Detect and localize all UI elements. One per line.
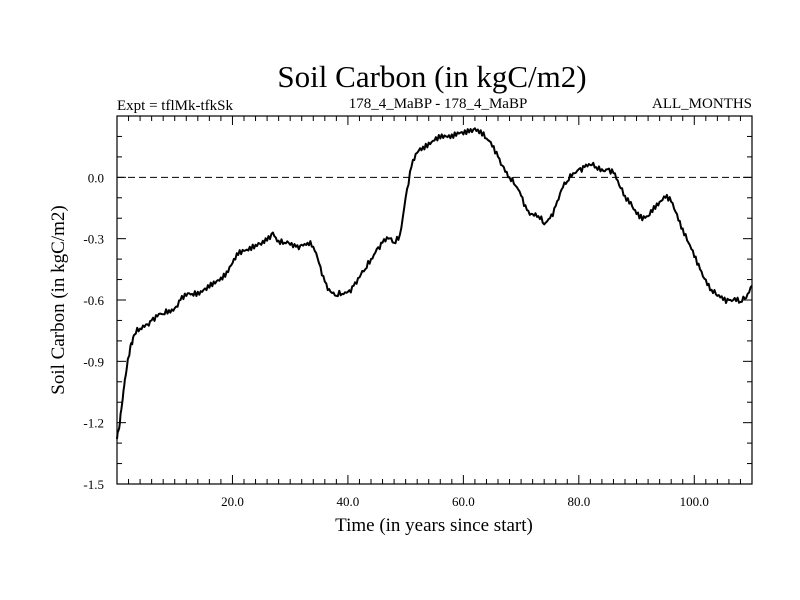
y-axis-ticks: -1.5 -1.2 -0.9 -0.6 -0.3 0.0 [83,115,752,492]
chart-title: Soil Carbon (in kgC/m2) [277,59,586,94]
y-tick-label: -0.3 [83,232,104,247]
y-tick-label: -1.2 [83,416,104,431]
subtitle-left: Expt = tflMk-tfkSk [117,98,233,114]
subtitle-right: ALL_MONTHS [652,96,752,112]
x-axis-ticks: 20.0 40.0 60.0 80.0 100.0 [128,116,753,509]
x-tick-label: 20.0 [221,494,244,509]
series-line [116,127,753,440]
x-tick-label: 100.0 [680,494,709,509]
x-tick-label: 60.0 [452,494,475,509]
subtitle-center: 178_4_MaBP - 178_4_MaBP [349,96,528,112]
y-axis-label: Soil Carbon (in kgC/m2) [48,205,69,394]
y-tick-label: -1.5 [83,477,104,492]
series-group [116,127,753,440]
y-tick-label: -0.9 [83,354,104,369]
plot-frame [116,115,753,485]
x-tick-label: 40.0 [337,494,360,509]
x-axis-label: Time (in years since start) [335,515,533,536]
y-tick-label: -0.6 [83,293,104,308]
x-tick-label: 80.0 [567,494,590,509]
y-tick-label: 0.0 [88,170,104,185]
